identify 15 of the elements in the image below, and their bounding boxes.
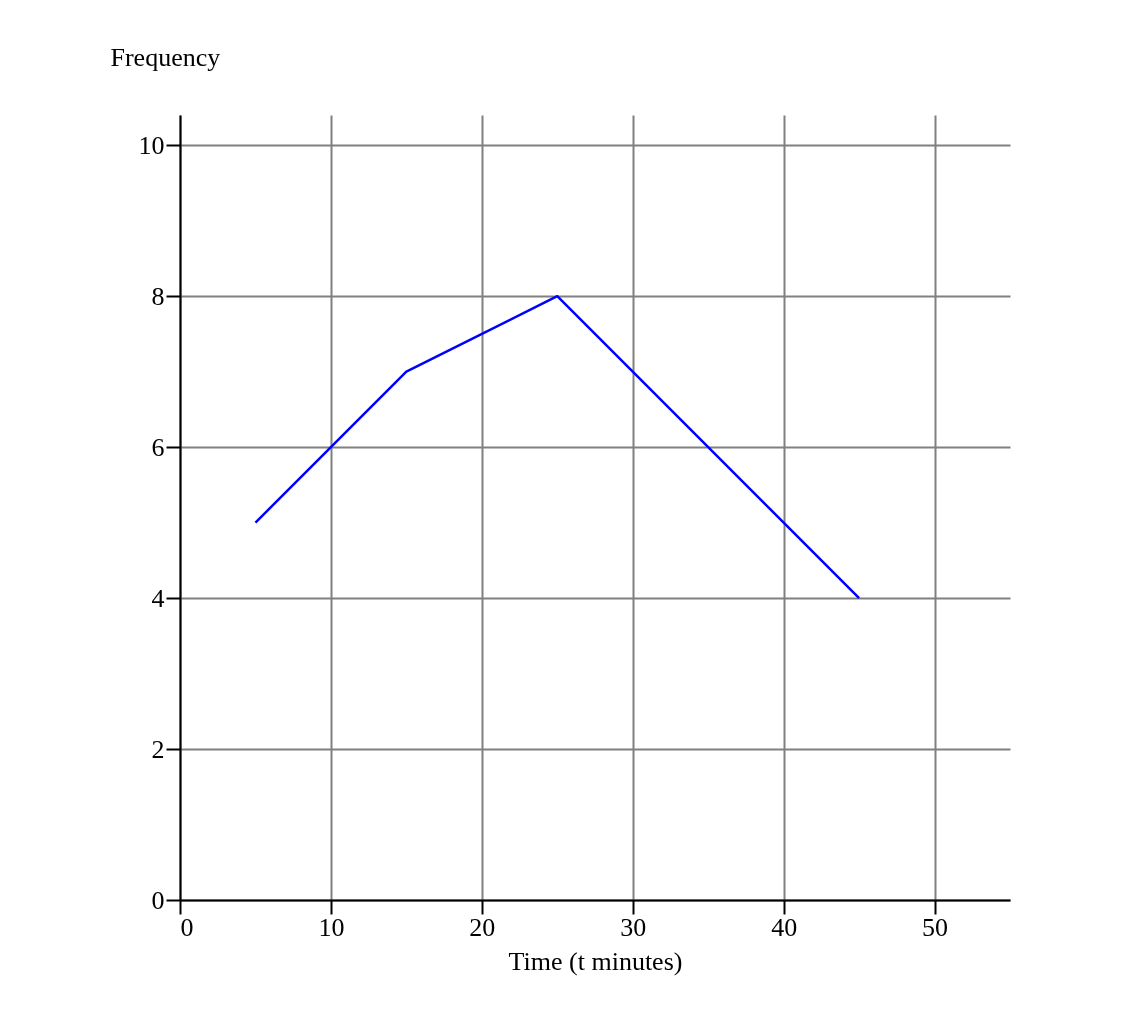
- y-tick-label: 10: [138, 130, 165, 160]
- line-series: [254, 294, 861, 600]
- y-tick-label: 6: [151, 432, 165, 462]
- x-tick-label: 10: [318, 912, 345, 942]
- x-tick-label: 30: [620, 912, 647, 942]
- y-tick-label: 2: [151, 734, 165, 764]
- y-tick-label: 8: [151, 281, 165, 311]
- x-tick-label: 50: [922, 912, 949, 942]
- y-axis-title: Frequency: [110, 42, 221, 72]
- x-axis-title: Time (t minutes): [508, 946, 683, 976]
- y-tick-label: 0: [151, 885, 165, 915]
- x-tick-label: 0: [180, 912, 194, 942]
- x-tick-label: 20: [469, 912, 496, 942]
- x-tick-label: 40: [771, 912, 798, 942]
- y-tick-label: 4: [151, 583, 165, 613]
